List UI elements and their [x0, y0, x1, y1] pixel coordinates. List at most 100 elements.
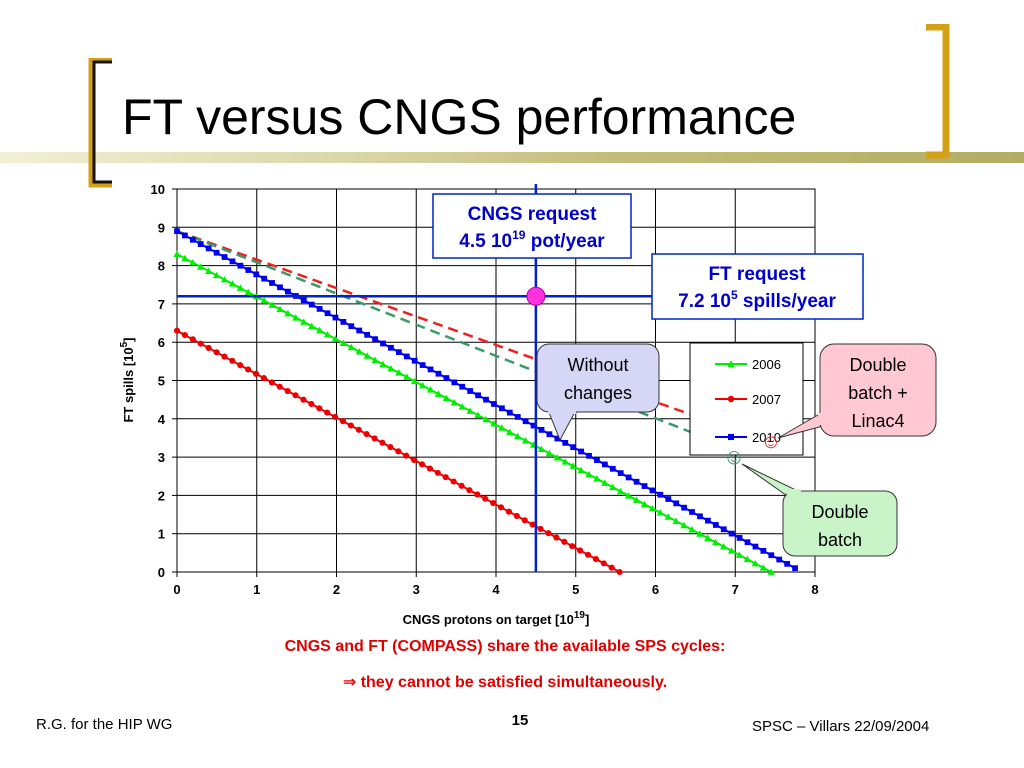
data-point-2006: [545, 449, 553, 457]
data-point-2010: [609, 465, 616, 472]
implies-arrow-icon: ⇒: [342, 672, 357, 691]
data-point-2006: [767, 568, 775, 575]
footer-event: SPSC – Villars 22/09/2004: [752, 718, 930, 735]
data-point-2010: [213, 249, 220, 256]
y-tick-label: 5: [158, 374, 165, 389]
x-tick-label: 8: [811, 582, 818, 597]
data-point-2007: [561, 538, 568, 545]
data-point-2007: [426, 465, 433, 472]
data-point-2007: [592, 556, 599, 563]
data-point-2006: [244, 288, 252, 296]
data-point-2007: [395, 448, 402, 455]
data-point-2006: [371, 356, 379, 363]
data-point-2010: [776, 556, 783, 563]
data-point-2010: [285, 288, 291, 295]
data-point-2007: [245, 366, 252, 373]
x-tick-label: 3: [413, 582, 420, 597]
x-tick-label: 1: [253, 582, 260, 597]
x-axis-label: CNGS protons on target [1019]: [403, 610, 590, 627]
double-batch-linac4-label-2: batch +: [848, 383, 908, 403]
data-point-2010: [372, 336, 378, 343]
legend-label-2010: 2010: [752, 430, 781, 445]
data-point-2006: [601, 479, 609, 486]
legend-label-2006: 2006: [752, 357, 781, 372]
green-dashed-line: [176, 229, 736, 451]
data-point-2006: [482, 415, 490, 423]
data-point-2006: [395, 369, 403, 376]
data-point-2010: [578, 448, 584, 455]
data-point-2010: [681, 504, 688, 511]
data-point-2006: [466, 407, 474, 414]
cngs-request-box: [432, 193, 632, 259]
y-tick-label: 7: [158, 297, 165, 312]
data-point-2007: [252, 370, 260, 377]
data-point-2006: [292, 314, 300, 321]
data-point-2007: [521, 517, 528, 524]
data-point-2010: [657, 491, 664, 498]
data-point-2007: [205, 344, 212, 352]
y-tick-label: 3: [158, 450, 165, 465]
data-point-2006: [260, 297, 268, 304]
data-point-2006: [640, 500, 648, 508]
data-point-2010: [174, 228, 180, 235]
data-point-2010: [491, 401, 497, 407]
series-2010: [174, 228, 798, 572]
data-point-2010: [189, 236, 196, 243]
data-point-2006: [498, 424, 506, 431]
data-point-2006: [308, 322, 316, 330]
data-point-2006: [474, 411, 482, 419]
right-bracket: [926, 24, 950, 159]
data-point-2007: [316, 405, 323, 412]
series-line-2006: [176, 253, 772, 573]
data-point-2010: [427, 366, 434, 373]
data-point-2006: [228, 280, 237, 287]
legend-marker-2006: [727, 360, 735, 368]
data-point-2010: [356, 327, 363, 334]
data-point-2006: [672, 517, 680, 525]
data-point-2010: [784, 560, 791, 567]
data-point-2010: [182, 232, 188, 239]
data-point-2006: [648, 504, 656, 512]
data-point-2006: [696, 530, 704, 537]
data-point-2006: [355, 347, 363, 355]
data-point-2007: [450, 478, 457, 485]
data-point-2007: [569, 543, 576, 550]
data-point-2010: [388, 344, 394, 351]
data-point-2007: [387, 443, 394, 451]
data-point-2006: [276, 305, 284, 313]
ft-request-label: FT request: [708, 264, 806, 285]
page-number: 15: [511, 712, 529, 729]
data-point-2007: [339, 418, 347, 425]
data-point-2006: [315, 326, 324, 334]
data-point-2010: [316, 306, 323, 312]
double-batch-label-2: batch: [818, 530, 862, 550]
data-point-2006: [751, 559, 759, 567]
data-point-2006: [680, 521, 688, 529]
data-point-2010: [728, 530, 735, 537]
data-point-2006: [720, 542, 728, 550]
data-point-2010: [665, 496, 672, 502]
data-point-2006: [537, 445, 546, 452]
data-point-2007: [434, 469, 441, 476]
data-point-2007: [371, 435, 378, 442]
data-point-2010: [467, 388, 474, 394]
data-point-2007: [197, 340, 204, 347]
data-point-2010: [364, 331, 371, 338]
data-point-2010: [617, 470, 624, 476]
data-point-2010: [419, 362, 426, 368]
data-point-2010: [760, 548, 767, 554]
left-bracket: [88, 58, 112, 188]
title-underline-band: [0, 152, 1024, 163]
data-point-2010: [506, 409, 513, 416]
data-point-2010: [300, 297, 307, 304]
data-point-2010: [697, 513, 703, 520]
data-point-2010: [498, 405, 505, 412]
y-tick-label: 2: [158, 488, 165, 503]
x-tick-label: 5: [572, 582, 579, 597]
caption-line-2-text: they cannot be satisfied simultaneously.: [360, 674, 668, 691]
data-point-2010: [792, 565, 798, 572]
without-changes-bubble: [536, 343, 660, 413]
data-point-2006: [561, 458, 569, 465]
data-point-2006: [339, 339, 347, 346]
data-point-2006: [617, 487, 625, 495]
